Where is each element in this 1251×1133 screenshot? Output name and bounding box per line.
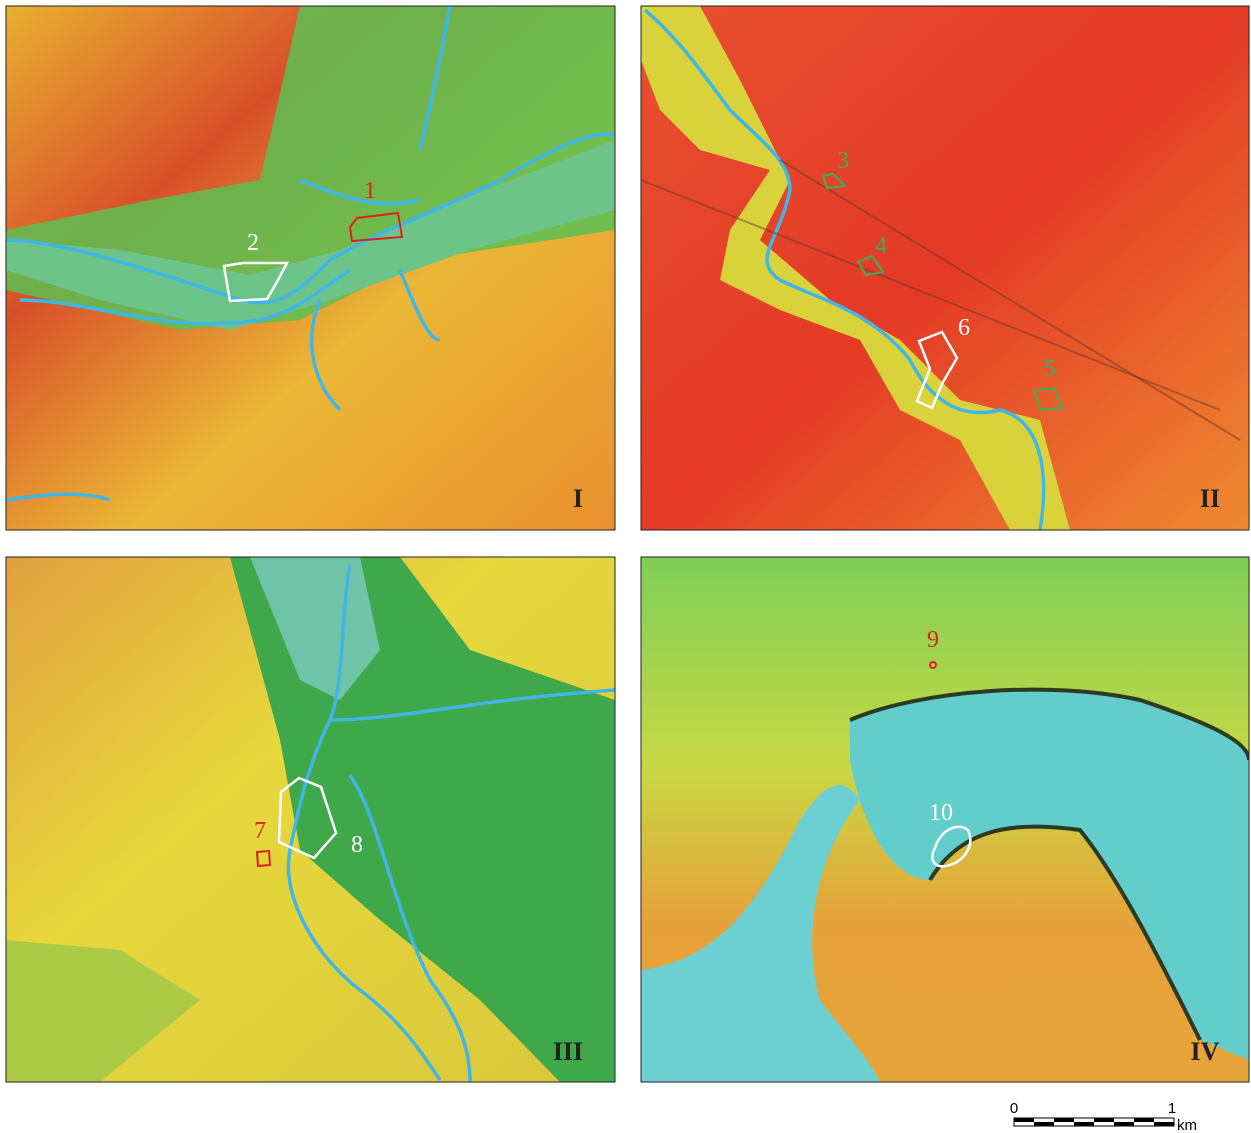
scale-unit: km: [1177, 1117, 1197, 1133]
site-label: 5: [1044, 356, 1056, 382]
panel-label: IV: [1191, 1037, 1220, 1066]
scale-start: 0: [1010, 1100, 1018, 1117]
site-label: 1: [364, 178, 376, 204]
scale-bar: 0 1 km: [1010, 1100, 1197, 1133]
panel-label: I: [573, 484, 583, 513]
site-label: 2: [247, 230, 259, 256]
figure: 1 2 I 3 4 5 6 II 7 8 III 9 10 IV 0 1 km: [0, 0, 1251, 1133]
panel-label: II: [1200, 484, 1220, 513]
site-label: 6: [958, 315, 970, 341]
site-label: 10: [929, 800, 953, 826]
panel-3: 7 8 III: [6, 557, 615, 1082]
site-label: 3: [837, 148, 849, 174]
panel-2: 3 4 5 6 II: [641, 6, 1249, 530]
scale-end: 1: [1168, 1100, 1176, 1117]
site-label: 8: [351, 832, 363, 858]
panel-4: 9 10 IV: [641, 557, 1249, 1082]
panel-label: III: [553, 1037, 583, 1066]
panel-1: 1 2 I: [6, 6, 615, 530]
site-label: 9: [927, 627, 939, 653]
site-label: 4: [875, 233, 887, 259]
site-label: 7: [254, 818, 266, 844]
